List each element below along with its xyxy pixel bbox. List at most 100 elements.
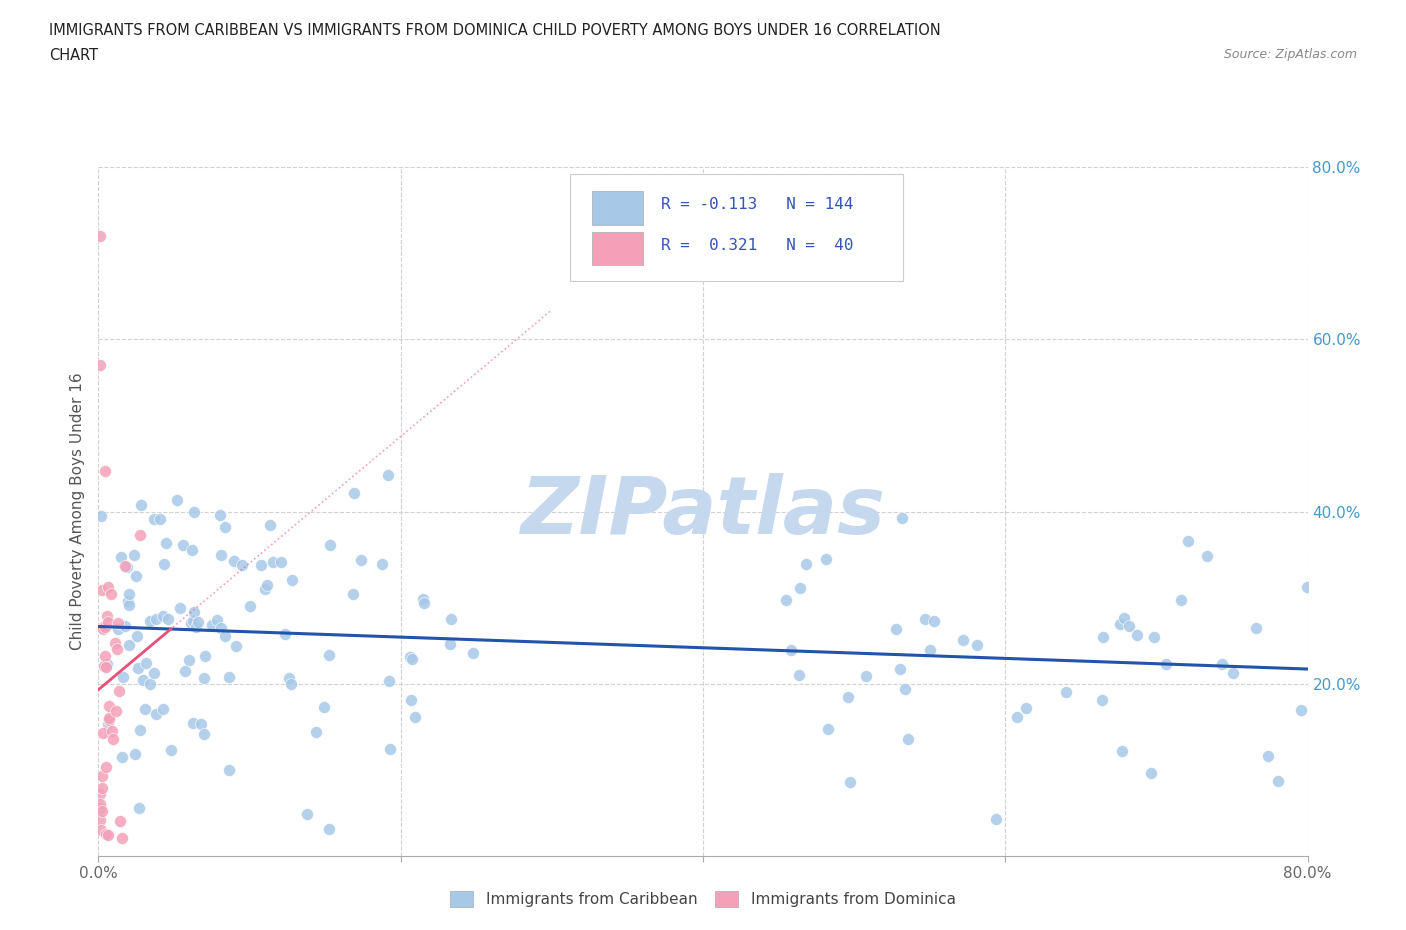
Point xyxy=(134,701,156,716)
Point xyxy=(1197,549,1219,564)
Point xyxy=(112,670,135,684)
FancyBboxPatch shape xyxy=(592,232,643,265)
Point xyxy=(145,707,167,722)
Point xyxy=(152,702,174,717)
Point xyxy=(152,609,174,624)
Point xyxy=(143,665,166,680)
Point xyxy=(277,671,299,685)
Point xyxy=(889,662,911,677)
Point xyxy=(93,620,115,635)
Point xyxy=(1267,773,1289,788)
Point xyxy=(128,527,150,542)
Text: CHART: CHART xyxy=(49,48,98,63)
Point xyxy=(100,587,122,602)
Point xyxy=(209,620,232,635)
Point xyxy=(91,780,114,795)
Point xyxy=(1091,630,1114,644)
Point xyxy=(952,632,974,647)
Point xyxy=(440,611,463,626)
Point xyxy=(128,801,150,816)
Point xyxy=(297,807,319,822)
Point xyxy=(180,616,202,631)
Point xyxy=(318,538,340,552)
Point xyxy=(145,611,167,626)
Point xyxy=(262,555,284,570)
Point xyxy=(183,505,205,520)
Point xyxy=(184,619,207,634)
Point xyxy=(280,676,302,691)
Point xyxy=(914,612,936,627)
Point xyxy=(884,621,907,636)
Point xyxy=(1091,693,1114,708)
Point xyxy=(1111,744,1133,759)
Point xyxy=(377,467,399,482)
Point xyxy=(1054,684,1077,699)
Point xyxy=(174,664,197,679)
Point xyxy=(1109,617,1132,631)
Point xyxy=(94,659,117,674)
Point xyxy=(794,556,817,571)
Point xyxy=(114,618,136,633)
Point xyxy=(1143,630,1166,644)
Point xyxy=(398,649,420,664)
Point xyxy=(461,645,484,660)
Point xyxy=(209,547,232,562)
Point xyxy=(91,769,114,784)
Point xyxy=(157,611,180,626)
Point xyxy=(181,614,204,629)
Point xyxy=(96,657,118,671)
Point xyxy=(166,493,188,508)
Point xyxy=(118,586,141,601)
Point xyxy=(249,557,271,572)
Point xyxy=(96,827,118,842)
Point xyxy=(104,704,127,719)
Point xyxy=(101,732,124,747)
Point xyxy=(413,596,436,611)
Point xyxy=(270,555,292,570)
Point xyxy=(149,512,172,526)
Point xyxy=(129,723,152,737)
Point xyxy=(172,538,194,552)
Point xyxy=(105,642,128,657)
Point xyxy=(94,659,117,674)
Point xyxy=(318,822,340,837)
Text: IMMIGRANTS FROM CARIBBEAN VS IMMIGRANTS FROM DOMINICA CHILD POVERTY AMONG BOYS U: IMMIGRANTS FROM CARIBBEAN VS IMMIGRANTS … xyxy=(49,23,941,38)
Point xyxy=(91,620,114,635)
Point xyxy=(837,689,859,704)
Point xyxy=(90,508,112,523)
Point xyxy=(90,804,112,818)
Point xyxy=(169,601,191,616)
Point xyxy=(280,573,302,588)
Point xyxy=(135,656,157,671)
Point xyxy=(920,643,942,658)
Point xyxy=(439,636,461,651)
Point xyxy=(111,831,134,846)
Point xyxy=(97,716,120,731)
Point xyxy=(129,498,152,512)
Point xyxy=(98,711,121,725)
Point xyxy=(152,557,174,572)
Point xyxy=(114,559,136,574)
Point xyxy=(193,671,215,686)
Point xyxy=(1211,657,1233,671)
Point xyxy=(100,724,122,738)
Point xyxy=(218,763,240,777)
Point xyxy=(208,508,231,523)
Point xyxy=(222,553,245,568)
Y-axis label: Child Poverty Among Boys Under 16: Child Poverty Among Boys Under 16 xyxy=(70,373,86,650)
Point xyxy=(225,638,247,653)
Point xyxy=(96,608,118,623)
Point xyxy=(922,613,945,628)
Text: Source: ZipAtlas.com: Source: ZipAtlas.com xyxy=(1223,48,1357,61)
Point xyxy=(218,670,240,684)
Point xyxy=(125,629,148,644)
Point xyxy=(97,828,120,843)
Point xyxy=(124,747,146,762)
Point xyxy=(193,727,215,742)
Point xyxy=(1140,765,1163,780)
Point xyxy=(1291,703,1313,718)
Point xyxy=(305,724,328,739)
Point xyxy=(143,512,166,526)
Point xyxy=(91,622,114,637)
Point xyxy=(401,693,423,708)
